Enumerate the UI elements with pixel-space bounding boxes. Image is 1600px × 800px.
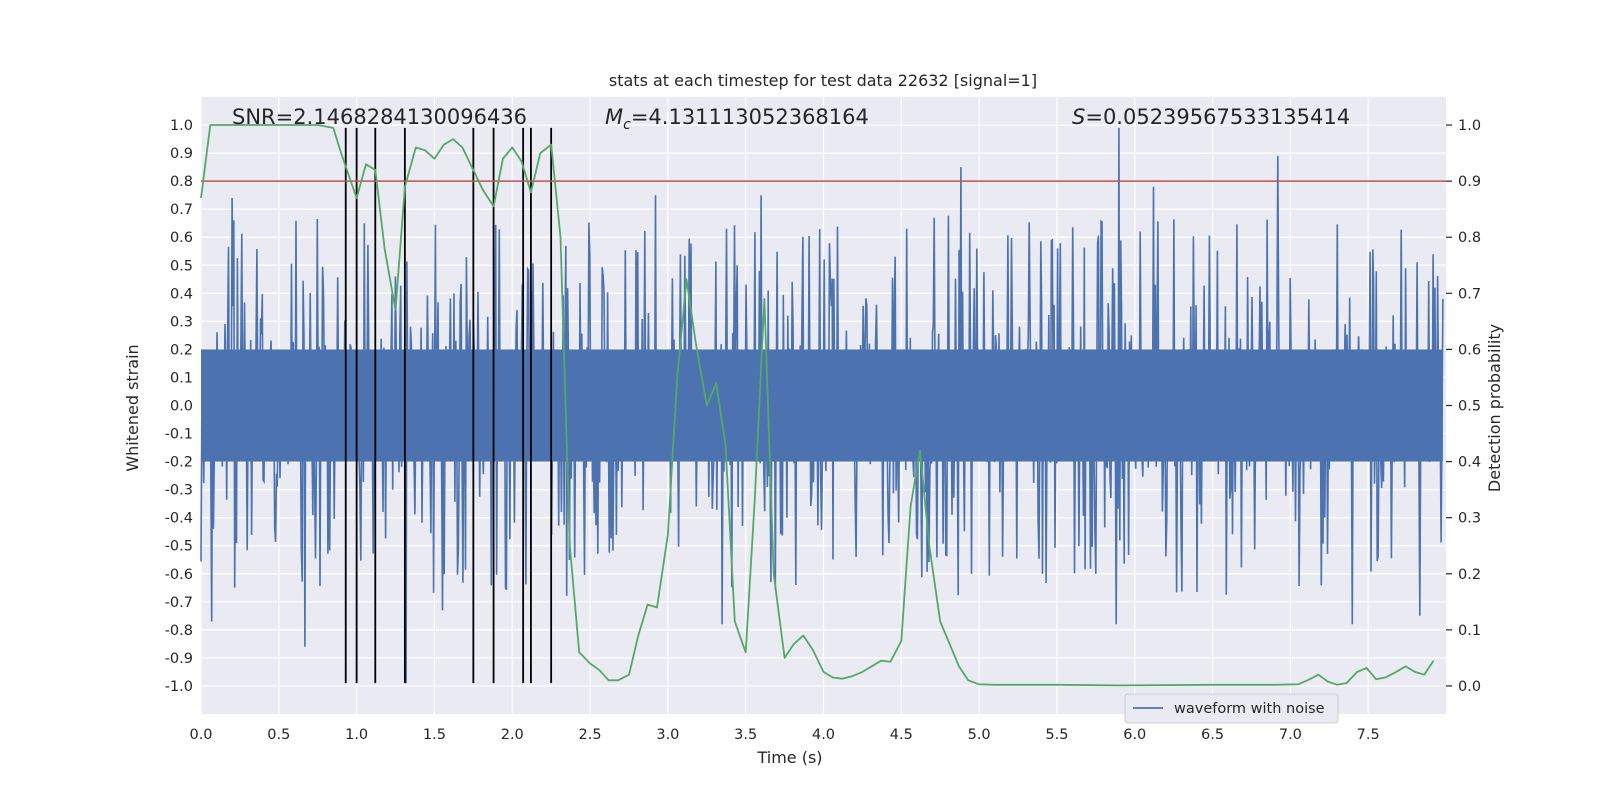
x-tick-label: 0.0 [189,727,212,743]
right-y-tick-label: 0.8 [1458,230,1481,246]
right-y-tick-label: 0.7 [1458,286,1481,302]
right-y-tick-label: 1.0 [1458,118,1481,134]
right-y-tick-label: 0.1 [1458,623,1481,639]
chirp-mass-symbol: M [605,105,623,129]
waveform-line [200,127,1444,684]
legend-box [1124,693,1339,724]
left-y-tick-label: 0.1 [170,370,193,386]
chirp-mass-annotation: Mc=4.131113052368164 [605,105,869,133]
left-y-tick-label: 0.5 [170,258,193,274]
x-tick-label: 3.5 [734,727,757,743]
left-y-tick-label: -0.1 [165,427,193,443]
s-value: =0.05239567533135414 [1085,105,1350,129]
x-tick-label: 4.5 [890,727,913,743]
left-y-tick-label: -1.0 [165,679,193,695]
chirp-mass-subscript: c [623,117,631,133]
x-tick-label: 7.5 [1357,727,1380,743]
left-y-tick-label: -0.7 [165,595,193,611]
x-axis-label: Time (s) [756,748,822,767]
left-y-tick-label: -0.3 [165,483,193,499]
right-y-axis-label: Detection probability [1485,324,1504,492]
x-tick-label: 5.5 [1045,727,1068,743]
x-tick-label: 4.0 [812,727,835,743]
left-y-tick-label: -0.6 [165,567,193,583]
waveform-series [200,127,1444,684]
x-tick-label: 0.5 [267,727,290,743]
x-tick-label: 5.0 [968,727,991,743]
legend-label: waveform with noise [1174,701,1325,717]
left-y-tick-label: 0.4 [170,286,193,302]
right-y-tick-label: 0.4 [1458,455,1481,471]
chirp-mass-value: =4.131113052368164 [631,105,869,129]
right-y-tick-label: 0.9 [1458,174,1481,190]
left-y-tick-label: -0.2 [165,455,193,471]
detection-probability-series [200,124,1435,687]
s-annotation: S=0.05239567533135414 [1072,105,1350,129]
x-tick-label: 1.5 [423,727,446,743]
detection-probability-line [200,124,1435,687]
left-y-axis: -1.0 -0.9 -0.8 -0.7 -0.6 -0.5 -0.4 -0.3 -0.2 -0.1… [165,118,193,695]
event-lines [344,127,553,684]
legend: waveform with noise [1124,693,1339,724]
left-y-axis-label: Whitened strain [123,344,142,471]
snr-annotation: SNR=2.1468284130096436 [232,105,527,129]
right-y-tick-label: 0.0 [1458,679,1481,695]
left-y-tick-label: 0.6 [170,230,193,246]
x-tick-label: 6.0 [1123,727,1146,743]
x-tick-label: 1.0 [345,727,368,743]
right-y-tick-label: 0.6 [1458,342,1481,358]
left-y-tick-label: 0.9 [170,146,193,162]
x-tick-label: 2.5 [579,727,602,743]
right-y-tick-label: 0.3 [1458,511,1481,527]
x-tick-label: 6.5 [1201,727,1224,743]
left-y-tick-label: 0.3 [170,314,193,330]
left-y-tick-label: -0.9 [165,651,193,667]
x-axis: 0.0 0.5 1.0 1.5 2.0 2.5 3.0 3.5 4.0 4.5 5.0 5.5 6.0 6… [189,727,1379,743]
chart-title: stats at each timestep for test data 226… [609,71,1037,90]
left-y-tick-label: -0.4 [165,511,193,527]
left-y-tick-label: -0.5 [165,539,193,555]
left-y-tick-label: 0.7 [170,202,193,218]
left-y-tick-label: 0.8 [170,174,193,190]
x-tick-label: 7.0 [1279,727,1302,743]
left-y-tick-label: -0.8 [165,623,193,639]
s-symbol: S [1072,105,1085,129]
left-y-tick-label: 1.0 [170,118,193,134]
x-tick-label: 2.0 [501,727,524,743]
right-y-tick-label: 0.5 [1458,399,1481,415]
left-y-tick-label: 0.2 [170,342,193,358]
right-y-axis: 0.0 0.1 0.2 0.3 0.4 0.5 0.6 0.7 0.8 0.9 1.0 [1446,118,1481,695]
x-tick-label: 3.0 [656,727,679,743]
left-y-tick-label: 0.0 [170,399,193,415]
right-y-tick-label: 0.2 [1458,567,1481,583]
